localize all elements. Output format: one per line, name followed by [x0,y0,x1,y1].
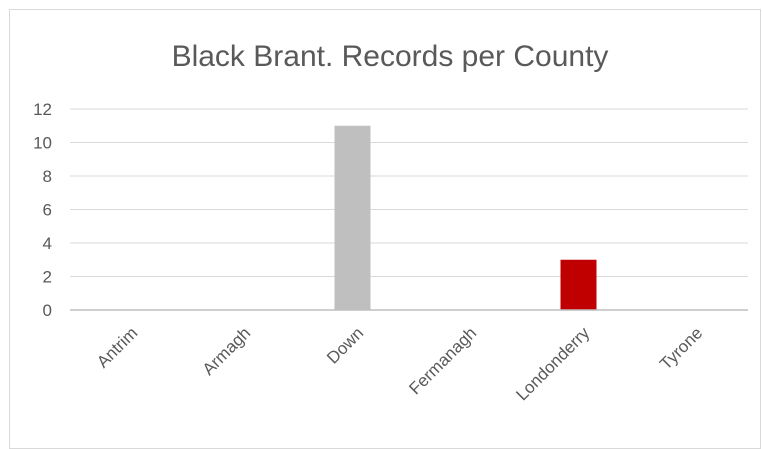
y-axis-ticks: 0 2 4 6 8 10 12 [33,100,52,320]
x-tick-label-londonderry: Londonderry [512,323,593,404]
y-tick-label: 8 [43,167,52,186]
y-tick-label: 0 [43,301,52,320]
y-tick-label: 2 [43,268,52,287]
x-tick-label-fermanagh: Fermanagh [405,323,480,398]
gridlines [70,108,748,277]
y-tick-label: 4 [43,234,52,253]
bars [334,125,597,310]
y-tick-label: 12 [33,100,52,119]
x-tick-label-tyrone: Tyrone [656,323,706,373]
chart-frame [9,9,761,449]
x-tick-label-armagh: Armagh [199,323,255,379]
x-tick-label-antrim: Antrim [93,323,141,371]
y-tick-label: 6 [43,201,52,220]
bar-down [334,125,371,310]
x-axis-ticks: Antrim Armagh Down Fermanagh Londonderry Tyro… [93,323,706,404]
bar-londonderry [560,259,597,310]
chart-title: Black Brant. Records per County [172,40,609,73]
y-tick-label: 10 [33,134,52,153]
x-tick-label-down: Down [323,323,367,367]
